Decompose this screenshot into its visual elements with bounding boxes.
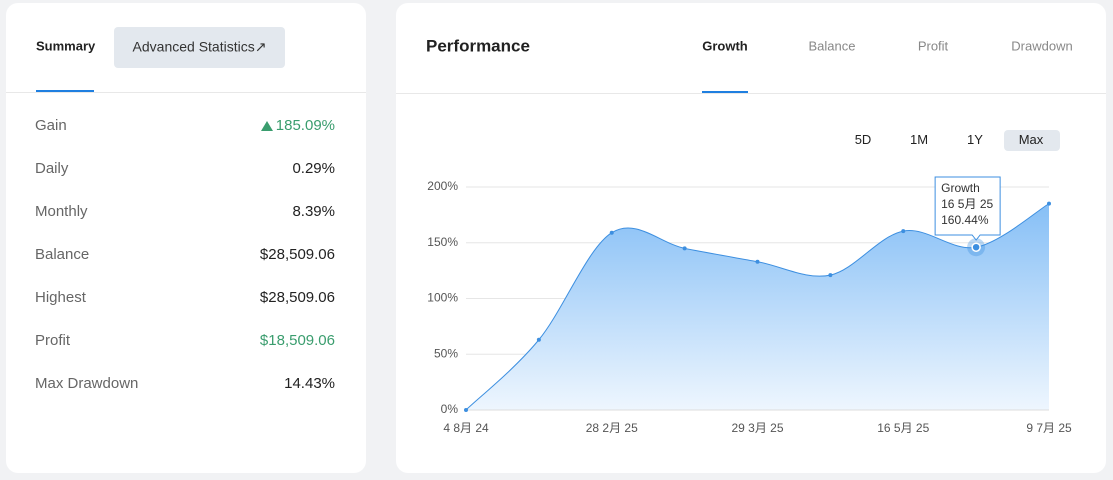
row-value: 8.39%: [292, 203, 335, 220]
row-value: $28,509.06: [260, 289, 335, 306]
performance-title: Performance: [426, 36, 530, 55]
y-tick-label: 200%: [427, 179, 458, 193]
row-value: 0.29%: [292, 160, 335, 177]
chart-tab[interactable]: Balance: [809, 38, 856, 53]
line: [465, 203, 1050, 411]
row-label: Highest: [35, 289, 87, 306]
advanced-button-label[interactable]: Advanced Statistics↗: [133, 39, 267, 55]
point: [1047, 201, 1051, 206]
y-tick-label: 100%: [427, 291, 458, 305]
summary-card: [6, 3, 366, 473]
x-tick-label: 9 7月 25: [1026, 421, 1072, 435]
point: [828, 273, 833, 278]
up-arrow-icon: [261, 121, 273, 131]
point: [464, 408, 468, 412]
active-underline: [702, 91, 748, 93]
y-tick-label: 50%: [434, 346, 458, 360]
row-value: $28,509.06: [260, 246, 335, 263]
tooltip-text: Growth: [941, 181, 980, 195]
row-value: $18,509.06: [260, 332, 335, 349]
area-fill: [466, 203, 1049, 410]
x-tick-label: 28 2月 25: [586, 421, 638, 435]
hover-point: [971, 242, 981, 252]
x-tick-label: 29 3月 25: [731, 421, 783, 435]
tooltip-text: 16 5月 25: [941, 197, 993, 211]
advanced-button[interactable]: [114, 27, 285, 68]
range-button[interactable]: 1Y: [967, 132, 983, 147]
row-label: Profit: [35, 332, 71, 349]
x-tick-label: 4 8月 24: [443, 421, 489, 435]
row-label: Monthly: [35, 203, 88, 220]
point: [901, 229, 906, 234]
range-button[interactable]: 1M: [910, 132, 928, 147]
row-label: Gain: [35, 117, 67, 134]
y-tick-label: 150%: [427, 235, 458, 249]
row-value: 185.09%: [276, 117, 335, 134]
row-label: Daily: [35, 160, 69, 177]
range-button[interactable]: Max: [1019, 132, 1044, 147]
tooltip-box: [934, 176, 1001, 241]
x-tick-label: 16 5月 25: [877, 421, 929, 435]
range-button[interactable]: 5D: [855, 132, 872, 147]
row-label: Balance: [35, 246, 89, 263]
row-label: Max Drawdown: [35, 375, 138, 392]
chart-tab[interactable]: Profit: [918, 38, 949, 53]
chart-tab[interactable]: Drawdown: [1011, 38, 1072, 53]
active-range-bg: [1004, 130, 1060, 151]
point: [755, 259, 760, 264]
tooltip-text: 160.44%: [941, 213, 989, 227]
point: [609, 230, 614, 235]
active-underline: [36, 90, 94, 92]
row-value: 14.43%: [284, 375, 335, 392]
chart-tab[interactable]: Growth: [702, 38, 748, 53]
point: [536, 337, 541, 342]
summary-tab[interactable]: Summary: [36, 38, 96, 53]
y-tick-label: 0%: [441, 402, 459, 416]
point: [682, 246, 687, 251]
